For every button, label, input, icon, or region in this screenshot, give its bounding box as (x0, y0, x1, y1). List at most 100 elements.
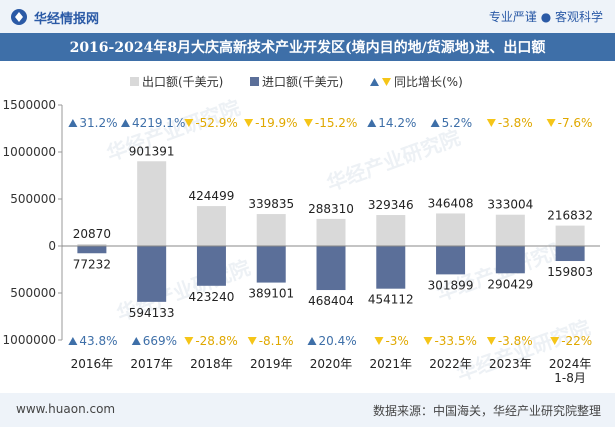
legend-item: 同比增长(%) (370, 75, 463, 89)
legend-up-triangle-icon (370, 78, 379, 86)
export-bar (555, 225, 585, 246)
x-tick-label: 2024年 1-8月 (549, 357, 592, 385)
export-bar (196, 206, 226, 246)
legend-item: 出口额(千美元) (130, 75, 223, 89)
x-tick-label: 2017年 (130, 357, 173, 371)
import-value-label: 159803 (547, 265, 593, 279)
growth-value: 20.4% (319, 334, 357, 348)
export-value-label: 333004 (487, 198, 533, 212)
import-bar (555, 246, 585, 262)
growth-value: 31.2% (79, 116, 117, 130)
chart-area: 华经产业研究院华经产业研究院华经产业研究院华经产业研究院华经产业研究院 出口额(… (0, 61, 615, 391)
export-value-label: 329346 (368, 198, 414, 212)
import-bar (196, 246, 226, 286)
export-bar (495, 214, 525, 246)
growth-export: -15.2% (303, 116, 357, 130)
import-bar (436, 246, 466, 275)
up-triangle-icon (68, 337, 78, 345)
import-bar (376, 246, 406, 289)
legend-down-triangle-icon (382, 78, 391, 86)
footer: www.huaon.com 数据来源：中国海关，华经产业研究院整理 (0, 393, 615, 427)
x-tick-label-line: 2023年 (489, 357, 532, 371)
up-triangle-icon (367, 119, 377, 127)
legend-label: 进口额(千美元) (262, 75, 343, 89)
growth-value: -28.8% (195, 334, 237, 348)
down-triangle-icon (423, 337, 433, 345)
growth-import: -3% (374, 334, 409, 348)
x-tick-label: 2016年 (71, 357, 114, 371)
growth-import: 43.8% (68, 334, 118, 348)
x-tick-label: 2019年 (250, 357, 293, 371)
growth-export: 14.2% (367, 116, 416, 130)
y-tick-label: 0 (48, 239, 56, 253)
x-tick-label: 2022年 (429, 357, 472, 371)
up-triangle-icon (131, 337, 141, 345)
import-bar (316, 246, 346, 291)
down-triangle-icon (184, 337, 194, 345)
growth-value: -8.1% (259, 334, 294, 348)
growth-export: -19.9% (244, 116, 298, 130)
growth-value: 14.2% (378, 116, 416, 130)
import-bar (137, 246, 167, 302)
growth-import: 20.4% (307, 334, 357, 348)
growth-export: 31.2% (68, 116, 118, 130)
brand[interactable]: 华经情报网 (10, 6, 99, 28)
growth-export: -3.8% (486, 116, 533, 130)
down-triangle-icon (247, 337, 257, 345)
growth-value: -3.8% (498, 116, 533, 130)
growth-value: 5.2% (442, 116, 473, 130)
x-tick-label-line: 2016年 (71, 357, 114, 371)
down-triangle-icon (184, 119, 194, 127)
x-tick-label-line: 2022年 (429, 357, 472, 371)
down-triangle-icon (244, 119, 254, 127)
chart-title: 2016-2024年8月大庆高新技术产业开发区(境内目的地/货源地)进、出口额 (0, 33, 615, 61)
growth-value: -52.9% (195, 116, 237, 130)
y-axis: 1500000 1000000 500000 0 500000 1000000 (3, 98, 63, 347)
growth-import: -22% (550, 334, 592, 348)
x-tick-label: 2018年 (190, 357, 233, 371)
import-value-label: 389101 (248, 287, 294, 301)
footer-url[interactable]: www.huaon.com (16, 402, 116, 416)
chart-legend: 出口额(千美元) 进口额(千美元) 同比增长(%) (130, 75, 463, 89)
growth-import: -8.1% (247, 334, 294, 348)
growth-import: -33.5% (423, 334, 477, 348)
growth-value: 4219.1% (132, 116, 185, 130)
x-tick-label-line: 2021年 (370, 357, 413, 371)
slogan: 专业严谨 ● 客观科学 (488, 10, 603, 24)
import-value-label: 290429 (487, 277, 533, 291)
x-axis: 2016年 2017年 2018年 2019年 2020年 2021年 2022年 2023年… (71, 357, 592, 385)
export-value-label: 216832 (547, 209, 593, 223)
down-triangle-icon (550, 337, 560, 345)
legend-swatch (130, 77, 139, 86)
y-tick-label: 500000 (10, 286, 56, 300)
growth-export: 4219.1% (120, 116, 185, 130)
brand-logo-icon (11, 9, 27, 25)
y-tick-label: 1000000 (3, 145, 56, 159)
export-bar (376, 215, 406, 246)
growth-export: -7.6% (546, 116, 592, 130)
legend-label: 同比增长(%) (394, 75, 463, 89)
export-value-label: 901391 (129, 144, 175, 158)
export-value-label: 339835 (248, 197, 294, 211)
import-bar (495, 246, 525, 274)
down-triangle-icon (546, 119, 556, 127)
down-triangle-icon (374, 337, 384, 345)
import-value-label: 468404 (308, 294, 354, 308)
legend-swatch (250, 77, 259, 86)
down-triangle-icon (303, 119, 313, 127)
bars (77, 161, 585, 302)
x-tick-label-line: 2017年 (130, 357, 173, 371)
growth-value: -19.9% (255, 116, 297, 130)
growth-value: -3% (385, 334, 408, 348)
import-value-label: 594133 (129, 306, 175, 320)
top-bar: 华经情报网 专业严谨 ● 客观科学 (0, 0, 615, 33)
x-tick-label-line: 2024年 (549, 357, 592, 371)
growth-value: -33.5% (434, 334, 476, 348)
export-value-label: 20870 (73, 227, 111, 241)
down-triangle-icon (486, 119, 496, 127)
export-bar (77, 244, 107, 246)
growth-import: 669% (131, 334, 177, 348)
up-triangle-icon (68, 119, 78, 127)
export-bar (137, 161, 167, 246)
up-triangle-icon (307, 337, 317, 345)
